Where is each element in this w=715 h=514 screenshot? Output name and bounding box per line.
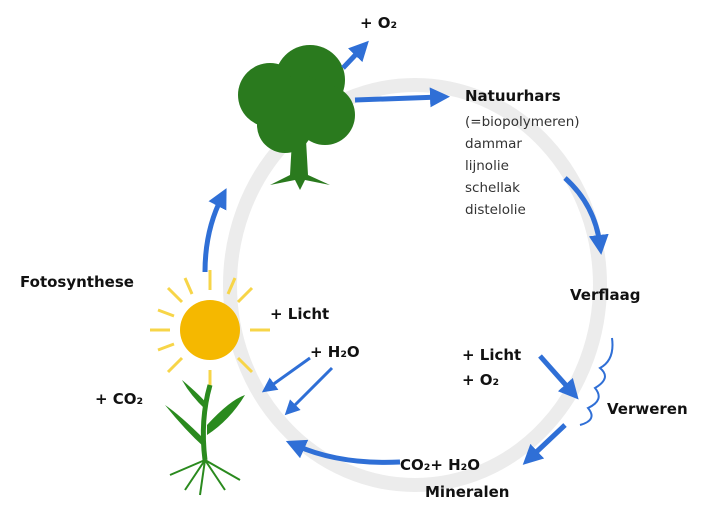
label: distelolie — [465, 202, 526, 218]
diagram: + O₂ Natuurhars (=biopolymeren) dammar l… — [0, 0, 715, 514]
label: + Licht — [462, 346, 521, 364]
label: Mineralen — [425, 483, 509, 501]
label: (=biopolymeren) — [465, 114, 580, 130]
label: + H₂O — [310, 343, 360, 361]
label: Fotosynthese — [20, 273, 134, 291]
sun — [150, 270, 270, 390]
label: Verweren — [607, 400, 688, 418]
label: lijnolie — [465, 158, 509, 174]
label: + Licht — [270, 305, 329, 323]
tree — [238, 45, 355, 190]
label: Natuurhars — [465, 87, 561, 105]
label: schellak — [465, 180, 520, 196]
label: Verflaag — [570, 286, 640, 304]
label: + CO₂ — [95, 390, 143, 408]
label: CO₂+ H₂O — [400, 456, 480, 474]
plant — [165, 380, 245, 495]
label: dammar — [465, 136, 522, 152]
label: + O₂ — [360, 14, 397, 32]
label: + O₂ — [462, 371, 499, 389]
